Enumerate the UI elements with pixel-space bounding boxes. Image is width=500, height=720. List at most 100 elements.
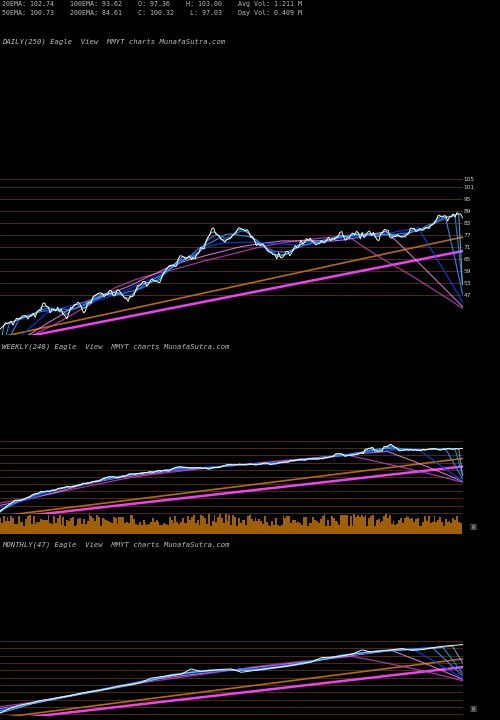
Bar (122, 517, 124, 534)
Bar (210, 526, 212, 534)
Bar (46, 520, 48, 534)
Bar (236, 526, 238, 534)
Bar (408, 517, 410, 534)
Bar (8, 521, 10, 534)
Bar (346, 515, 348, 534)
Bar (228, 515, 230, 534)
Bar (42, 520, 44, 534)
Bar (279, 526, 280, 534)
Bar (434, 516, 436, 534)
Bar (277, 526, 279, 534)
Bar (368, 518, 370, 534)
Bar (370, 516, 372, 534)
Bar (3, 516, 4, 534)
Bar (254, 518, 256, 534)
Bar (83, 518, 85, 534)
Bar (342, 516, 344, 534)
Bar (320, 519, 322, 534)
Bar (262, 524, 264, 534)
Bar (169, 517, 170, 534)
Bar (410, 519, 411, 534)
Bar (20, 522, 22, 534)
Bar (154, 523, 156, 534)
Bar (80, 518, 81, 534)
Bar (344, 515, 346, 534)
Bar (40, 519, 42, 534)
Bar (141, 525, 142, 534)
Bar (152, 518, 154, 534)
Bar (418, 526, 420, 534)
Bar (249, 515, 251, 534)
Bar (324, 514, 326, 534)
Bar (202, 516, 204, 534)
Bar (230, 525, 232, 534)
Bar (128, 523, 130, 534)
Bar (114, 518, 116, 534)
Bar (111, 523, 113, 534)
Bar (27, 516, 29, 534)
Bar (350, 516, 352, 534)
Bar (12, 518, 14, 534)
Bar (314, 520, 316, 534)
Bar (394, 525, 396, 534)
Bar (14, 524, 16, 534)
Bar (232, 515, 234, 534)
Bar (221, 518, 223, 534)
Text: 50EMA: 100.73    200EMA: 84.61    C: 100.32    L: 97.03    Day Vol: 0.409 M: 50EMA: 100.73 200EMA: 84.61 C: 100.32 L:… (2, 10, 302, 16)
Bar (58, 515, 60, 534)
Bar (352, 526, 354, 534)
Text: DAILY(250) Eagle  View  MMYT charts MunafaSutra.com: DAILY(250) Eagle View MMYT charts Munafa… (2, 38, 226, 45)
Bar (29, 516, 31, 534)
Bar (288, 516, 290, 534)
Bar (374, 526, 376, 534)
Bar (460, 523, 462, 534)
Bar (400, 518, 402, 534)
Bar (382, 521, 383, 534)
Bar (328, 520, 329, 534)
Bar (132, 515, 134, 534)
Bar (44, 520, 46, 534)
Bar (16, 524, 18, 534)
Bar (390, 524, 392, 534)
Bar (106, 521, 107, 534)
Text: WEEKLY(248) Eagle  View  MMYT charts MunafaSutra.com: WEEKLY(248) Eagle View MMYT charts Munaf… (2, 343, 230, 351)
Bar (191, 517, 193, 534)
Bar (326, 526, 328, 534)
Text: 20EMA: 102.74    100EMA: 93.62    O: 97.36    H: 103.00    Avg Vol: 1.211 M: 20EMA: 102.74 100EMA: 93.62 O: 97.36 H: … (2, 1, 302, 7)
Bar (354, 514, 356, 534)
Bar (366, 526, 368, 534)
Bar (364, 516, 366, 534)
Bar (362, 517, 364, 534)
Bar (188, 516, 190, 534)
Bar (415, 518, 417, 534)
Bar (36, 522, 38, 534)
Bar (196, 520, 198, 534)
Bar (100, 526, 102, 534)
Bar (336, 523, 338, 534)
Bar (137, 524, 139, 534)
Bar (452, 518, 454, 534)
Bar (68, 521, 70, 534)
Bar (146, 525, 148, 534)
Bar (74, 526, 76, 534)
Bar (64, 526, 66, 534)
Bar (301, 525, 303, 534)
Bar (62, 517, 64, 534)
Bar (458, 522, 460, 534)
Bar (130, 516, 132, 534)
Bar (50, 523, 51, 534)
Bar (270, 526, 272, 534)
Bar (31, 524, 32, 534)
Bar (411, 518, 413, 534)
Bar (158, 522, 160, 534)
Bar (167, 526, 169, 534)
Bar (214, 515, 216, 534)
Bar (156, 520, 158, 534)
Bar (258, 519, 260, 534)
Bar (275, 518, 277, 534)
Bar (318, 523, 320, 534)
Bar (174, 516, 176, 534)
Bar (148, 524, 150, 534)
Bar (240, 523, 242, 534)
Bar (86, 521, 88, 534)
